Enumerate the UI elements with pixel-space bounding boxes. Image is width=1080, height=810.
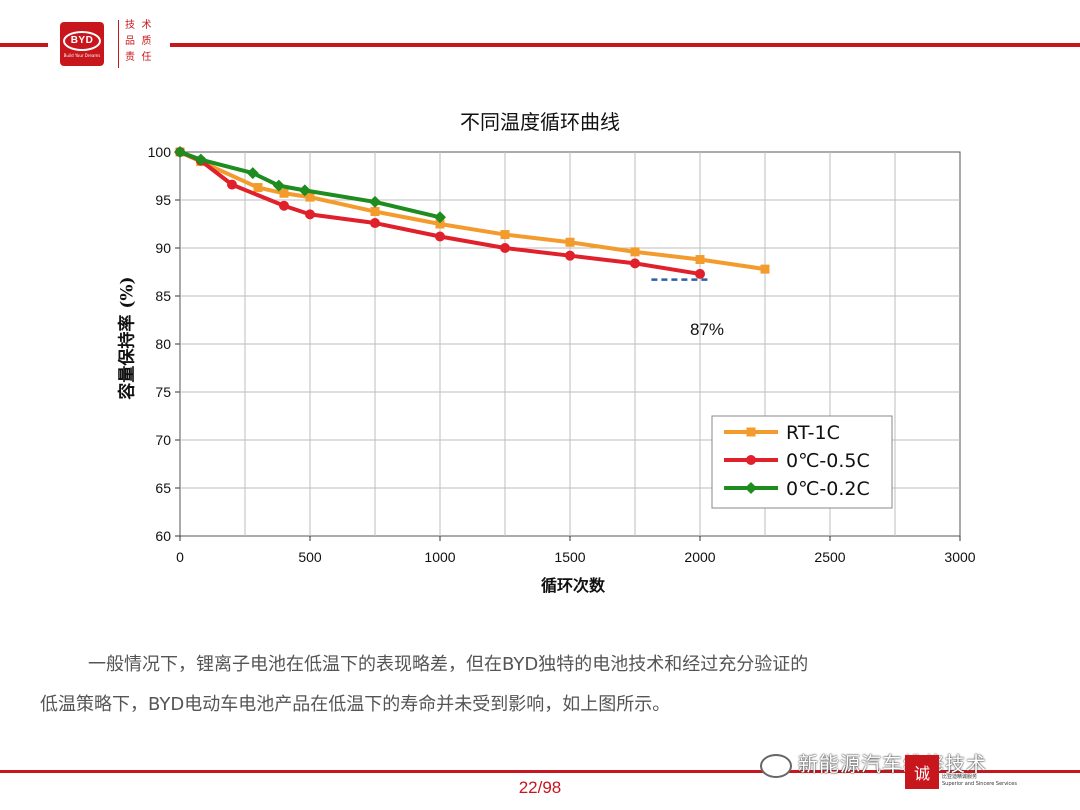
legend-label-2: 0℃-0.2C [786,478,870,500]
x-tick-label: 500 [298,549,322,565]
service-text-en: Superior and Sincere Services [942,781,1017,787]
x-tick-label: 2500 [814,549,845,565]
service-text-cn: 比亚迪精诚服务 [942,774,978,780]
data-point-rt-1c [565,237,575,247]
data-point-0c-0-2c [174,146,186,158]
wechat-icon [760,753,792,778]
y-tick-label: 65 [155,480,171,496]
data-point-rt-1c [760,264,770,274]
x-tick-label: 2000 [684,549,715,565]
x-tick-label: 0 [176,549,184,565]
seal-char: 质 [141,36,152,47]
header-line-left [0,43,48,47]
seal-char: 任 [141,52,152,63]
legend-marker-1 [746,455,756,465]
body-line-1: 一般情况下，锂离子电池在低温下的表现略差，但在BYD独特的电池技术和经过充分验证… [40,645,1050,685]
x-tick-label: 3000 [944,549,975,565]
service-logo: 诚 [905,755,939,789]
data-point-0c-0-2c [434,211,446,224]
data-point-rt-1c [630,247,640,257]
data-point-0c-0-5c [695,268,705,279]
y-axis-label: 容量保持率 (%) [117,276,138,400]
data-point-0c-0-2c [272,179,285,192]
byd-logo: BYD Build Your Dreams [60,22,104,66]
header-line-right [170,43,1080,47]
data-point-rt-1c [695,255,705,265]
data-point-0c-0-2c [246,167,259,180]
legend-label-1: 0℃-0.5C [786,450,870,472]
watermark: 新能源汽车维修技术 [760,748,987,778]
footer-line [0,770,1080,773]
data-point-0c-0-2c [369,195,381,208]
data-point-0c-0-5c [630,258,640,269]
service-text: 比亚迪精诚服务 Superior and Sincere Services [942,774,1017,788]
data-point-rt-1c [279,188,289,198]
legend-marker-2 [745,482,757,494]
data-point-rt-1c [435,219,445,229]
quality-seal: 技 术 品 质 责 任 [118,20,158,68]
seal-char: 技 [125,20,135,31]
watermark-text: 新能源汽车维修技术 [798,752,987,776]
seal-char: 品 [125,36,135,47]
data-point-rt-1c [500,230,510,240]
page-number: 22/98 [518,778,562,797]
seal-char: 术 [141,20,152,31]
byd-logo-sub: Build Your Dreams [63,52,101,58]
data-point-0c-0-5c [370,218,380,229]
legend-label-0: RT-1C [786,422,840,444]
seal-char: 责 [125,52,135,63]
data-point-0c-0-5c [565,250,575,261]
y-tick-label: 95 [155,192,171,208]
y-tick-label: 85 [155,288,171,304]
data-point-0c-0-5c [305,209,315,220]
y-tick-label: 60 [155,528,171,544]
body-line-2: 低温策略下，BYD电动车电池产品在低温下的寿命并未受到影响，如上图所示。 [40,694,671,715]
x-tick-label: 1000 [424,549,455,565]
y-tick-label: 70 [155,432,171,448]
series-line-0 [179,150,766,272]
data-point-0c-0-2c [194,153,207,166]
data-point-0c-0-5c [227,179,237,190]
data-point-0c-0-5c [500,243,510,253]
chart-title: 不同温度循环曲线 [460,110,620,134]
byd-logo-text: BYD [63,30,101,51]
y-tick-label: 75 [155,384,171,400]
data-point-rt-1c [305,192,315,202]
data-point-rt-1c [253,183,263,193]
data-point-0c-0-2c [298,184,311,197]
body-paragraph: 一般情况下，锂离子电池在低温下的表现略差，但在BYD独特的电池技术和经过充分验证… [40,645,1050,725]
x-axis-label: 循环次数 [540,576,606,595]
annotation-87: 87% [690,320,725,339]
y-tick-label: 100 [148,144,172,160]
x-tick-label: 1500 [554,549,585,565]
y-tick-label: 80 [155,336,171,352]
body-line-1-text: 一般情况下，锂离子电池在低温下的表现略差，但在BYD独特的电池技术和经过充分验证… [88,654,809,675]
data-point-0c-0-5c [435,231,445,242]
data-point-rt-1c [370,207,380,217]
y-tick-label: 90 [155,240,171,256]
data-point-0c-0-5c [279,200,289,211]
legend-marker-0 [746,427,756,437]
